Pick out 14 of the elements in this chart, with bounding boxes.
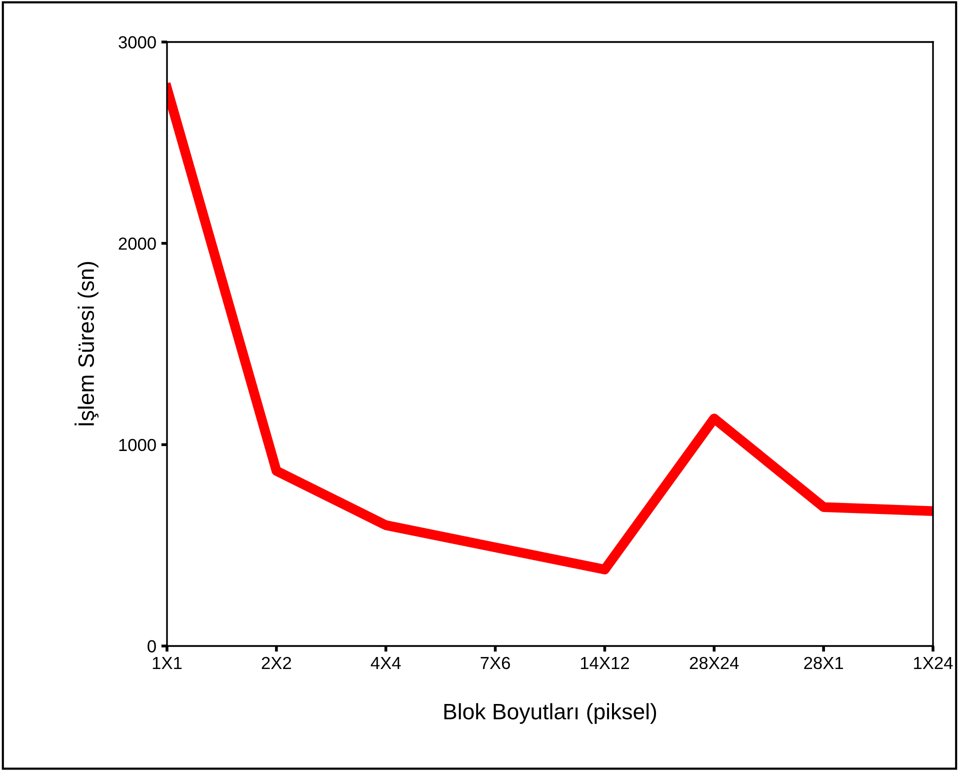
y-tick-label: 0: [148, 640, 156, 652]
x-axis-title: Blok Boyutları (piksel): [444, 703, 656, 724]
x-tick-label: 28X24: [690, 656, 739, 670]
y-tick-label: 2000: [118, 238, 156, 250]
y-tick-label: 1000: [119, 438, 156, 452]
x-tick-label: 2X2: [262, 656, 292, 669]
y-axis-title: İşlem Süresi (sn): [74, 262, 99, 426]
x-tick-label: 1X24: [914, 656, 953, 669]
x-tick-label: 7X6: [480, 656, 510, 670]
x-tick-label: 28X1: [804, 656, 843, 670]
x-tick-label: 14X12: [580, 656, 629, 669]
x-tick-label: 4X4: [370, 657, 401, 669]
y-tick-label: 3000: [118, 36, 156, 48]
x-tick-label: 1X1: [152, 657, 182, 669]
